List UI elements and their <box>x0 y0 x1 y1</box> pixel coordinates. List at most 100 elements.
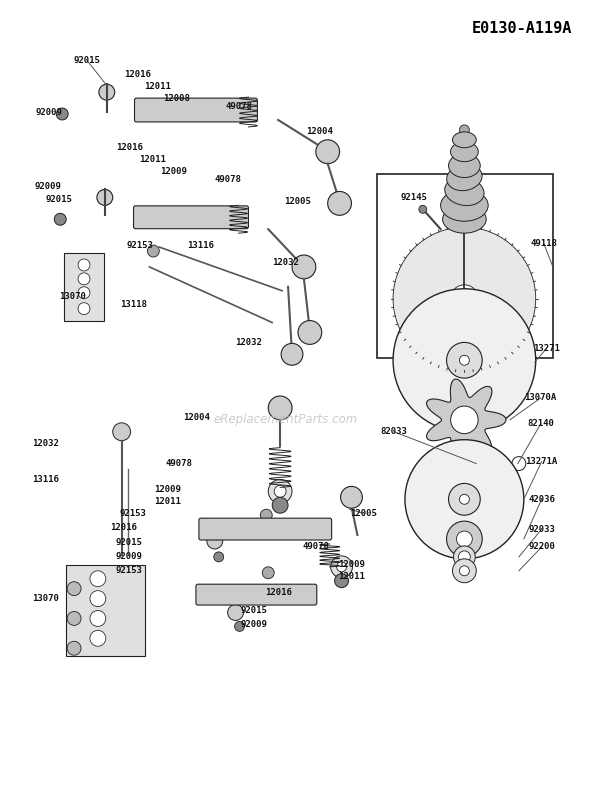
Circle shape <box>56 108 68 120</box>
Circle shape <box>441 307 453 319</box>
Circle shape <box>78 273 90 285</box>
Circle shape <box>337 562 346 572</box>
Bar <box>64 253 104 321</box>
Circle shape <box>268 479 292 503</box>
Text: 42036: 42036 <box>528 495 555 504</box>
Circle shape <box>208 105 218 115</box>
Circle shape <box>268 396 292 419</box>
Text: 92009: 92009 <box>35 182 62 191</box>
Circle shape <box>272 498 288 513</box>
Text: 13271A: 13271A <box>526 457 558 466</box>
Text: 92009: 92009 <box>115 552 142 561</box>
Text: 92009: 92009 <box>36 107 63 116</box>
Circle shape <box>460 566 469 576</box>
Circle shape <box>90 630 106 646</box>
Circle shape <box>261 522 275 536</box>
Ellipse shape <box>442 205 486 233</box>
Text: 13116: 13116 <box>32 475 59 484</box>
Text: 12032: 12032 <box>32 439 59 448</box>
Circle shape <box>78 259 90 271</box>
Circle shape <box>460 355 469 365</box>
Text: 12011: 12011 <box>144 82 171 91</box>
Text: 92015: 92015 <box>46 195 73 204</box>
Ellipse shape <box>445 178 484 205</box>
Circle shape <box>113 423 130 441</box>
Circle shape <box>148 245 159 257</box>
Circle shape <box>447 521 482 557</box>
Circle shape <box>447 342 482 378</box>
Text: 92015: 92015 <box>241 606 268 615</box>
Circle shape <box>292 255 316 279</box>
Circle shape <box>448 483 480 515</box>
Circle shape <box>460 494 469 504</box>
Circle shape <box>253 589 264 600</box>
Circle shape <box>158 210 172 224</box>
Ellipse shape <box>441 189 488 221</box>
Text: 92033: 92033 <box>528 525 555 533</box>
Text: 82140: 82140 <box>527 419 554 428</box>
Circle shape <box>90 571 106 587</box>
Text: 13118: 13118 <box>120 300 147 309</box>
Circle shape <box>327 192 352 215</box>
Circle shape <box>97 189 113 205</box>
Text: 12004: 12004 <box>306 127 333 136</box>
Circle shape <box>393 289 536 431</box>
Circle shape <box>454 453 476 474</box>
Text: 12011: 12011 <box>338 572 365 581</box>
Circle shape <box>460 125 469 135</box>
Text: 12004: 12004 <box>183 413 211 423</box>
Circle shape <box>78 287 90 298</box>
Circle shape <box>207 533 222 549</box>
Circle shape <box>419 205 427 213</box>
Text: 49078: 49078 <box>225 102 252 111</box>
Text: 92015: 92015 <box>115 538 142 548</box>
FancyBboxPatch shape <box>199 518 332 540</box>
Circle shape <box>453 559 476 583</box>
Circle shape <box>260 509 272 521</box>
Text: 12009: 12009 <box>338 560 365 569</box>
Text: 92145: 92145 <box>401 193 427 202</box>
Text: 12011: 12011 <box>154 497 181 505</box>
Text: 49118: 49118 <box>530 239 557 248</box>
Circle shape <box>274 486 286 498</box>
Text: 12009: 12009 <box>154 485 181 494</box>
Circle shape <box>67 582 81 595</box>
Text: 92153: 92153 <box>115 566 142 576</box>
Text: 92153: 92153 <box>119 509 146 517</box>
Circle shape <box>228 604 244 620</box>
Ellipse shape <box>453 132 476 148</box>
Circle shape <box>458 551 470 563</box>
Ellipse shape <box>448 154 480 178</box>
FancyBboxPatch shape <box>135 98 257 122</box>
Circle shape <box>67 642 81 655</box>
Ellipse shape <box>447 165 482 190</box>
Text: 12005: 12005 <box>284 197 312 206</box>
Bar <box>377 174 553 358</box>
Text: 12005: 12005 <box>350 509 377 517</box>
Circle shape <box>67 611 81 626</box>
Text: 82033: 82033 <box>381 427 408 436</box>
Circle shape <box>162 103 176 117</box>
Text: E0130-A119A: E0130-A119A <box>472 21 572 36</box>
Circle shape <box>90 611 106 626</box>
Circle shape <box>512 457 526 470</box>
Circle shape <box>263 567 274 579</box>
Text: 12016: 12016 <box>110 523 137 532</box>
Text: 12032: 12032 <box>271 259 299 267</box>
Text: 12011: 12011 <box>139 155 166 164</box>
Text: 12016: 12016 <box>265 588 291 597</box>
Circle shape <box>451 406 478 434</box>
Text: 49078: 49078 <box>214 175 241 184</box>
Circle shape <box>335 574 349 587</box>
Circle shape <box>78 302 90 314</box>
Text: eReplacementParts.com: eReplacementParts.com <box>213 413 357 427</box>
Ellipse shape <box>451 142 478 162</box>
Text: 12016: 12016 <box>116 143 143 152</box>
Circle shape <box>235 622 244 631</box>
Text: 12009: 12009 <box>160 167 186 176</box>
Circle shape <box>90 591 106 607</box>
Text: 12016: 12016 <box>124 70 151 79</box>
Circle shape <box>405 439 524 559</box>
Circle shape <box>181 101 193 113</box>
Text: 92015: 92015 <box>74 56 100 64</box>
